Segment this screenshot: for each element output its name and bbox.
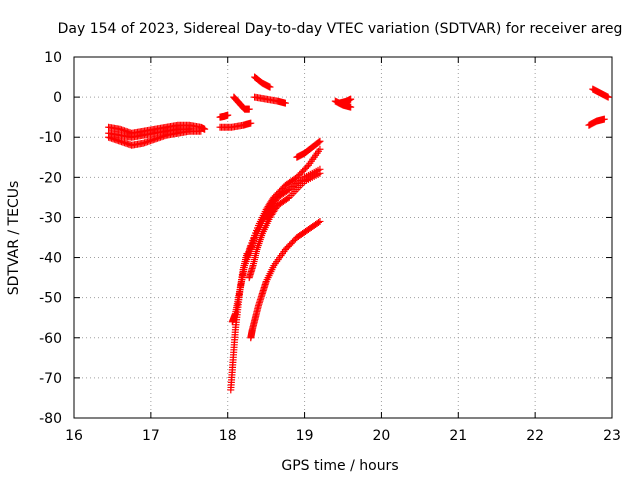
series-arc17 bbox=[585, 115, 608, 129]
y-tick-label: 10 bbox=[44, 50, 62, 66]
x-tick-label: 16 bbox=[65, 428, 83, 444]
data-point bbox=[245, 274, 253, 282]
data-point bbox=[347, 95, 355, 103]
data-points bbox=[105, 73, 612, 394]
series-arc7 bbox=[251, 73, 274, 91]
x-tick-label: 17 bbox=[142, 428, 160, 444]
data-point bbox=[227, 386, 235, 394]
x-tick-label: 21 bbox=[449, 428, 467, 444]
data-point bbox=[245, 105, 253, 113]
series-arc9 bbox=[293, 137, 324, 161]
series-arc16 bbox=[589, 85, 612, 101]
data-point bbox=[600, 115, 608, 123]
chart-title: Day 154 of 2023, Sidereal Day-to-day VTE… bbox=[58, 21, 623, 37]
plot-frame bbox=[73, 56, 613, 419]
x-tick-label: 18 bbox=[219, 428, 237, 444]
x-axis-label: GPS time / hours bbox=[281, 458, 398, 474]
series-arc13 bbox=[227, 250, 251, 394]
data-point bbox=[185, 125, 193, 133]
series-arc11 bbox=[228, 165, 324, 326]
y-tick-label: 0 bbox=[53, 90, 62, 106]
y-tick-label: -70 bbox=[39, 371, 62, 387]
series-arc8 bbox=[251, 93, 289, 107]
data-point bbox=[281, 99, 289, 107]
data-point bbox=[197, 127, 205, 135]
data-point bbox=[224, 111, 232, 119]
data-point bbox=[267, 212, 275, 220]
x-axis-ticks: 16 17 18 19 20 21 22 23 bbox=[65, 57, 621, 444]
x-tick-label: 20 bbox=[373, 428, 391, 444]
y-tick-label: -20 bbox=[39, 170, 62, 186]
x-tick-label: 22 bbox=[526, 428, 544, 444]
series-arc12 bbox=[245, 169, 324, 282]
data-point bbox=[266, 83, 274, 91]
data-point bbox=[283, 244, 291, 252]
data-point bbox=[247, 119, 255, 127]
gridlines bbox=[73, 56, 613, 419]
series-arc3 bbox=[105, 125, 193, 141]
y-axis-label: SDTVAR / TECUs bbox=[6, 181, 22, 296]
y-tick-label: -10 bbox=[39, 130, 62, 146]
series-arc14 bbox=[247, 217, 324, 342]
series-arc4 bbox=[216, 111, 232, 121]
y-tick-label: -60 bbox=[39, 331, 62, 347]
data-point bbox=[201, 125, 209, 133]
data-point bbox=[293, 153, 301, 161]
series-arc15 bbox=[331, 95, 355, 111]
y-tick-label: -30 bbox=[39, 210, 62, 226]
x-tick-label: 19 bbox=[296, 428, 314, 444]
data-point bbox=[247, 334, 255, 342]
x-tick-label: 23 bbox=[603, 428, 621, 444]
data-point bbox=[604, 93, 612, 101]
y-tick-label: -40 bbox=[39, 251, 62, 267]
series-arc5 bbox=[216, 119, 255, 131]
y-axis-ticks: 10 0 -10 -20 -30 -40 -50 -60 -70 -80 bbox=[39, 50, 612, 427]
series-arc6 bbox=[230, 93, 253, 113]
y-tick-label: -80 bbox=[39, 411, 62, 427]
y-tick-label: -50 bbox=[39, 291, 62, 307]
